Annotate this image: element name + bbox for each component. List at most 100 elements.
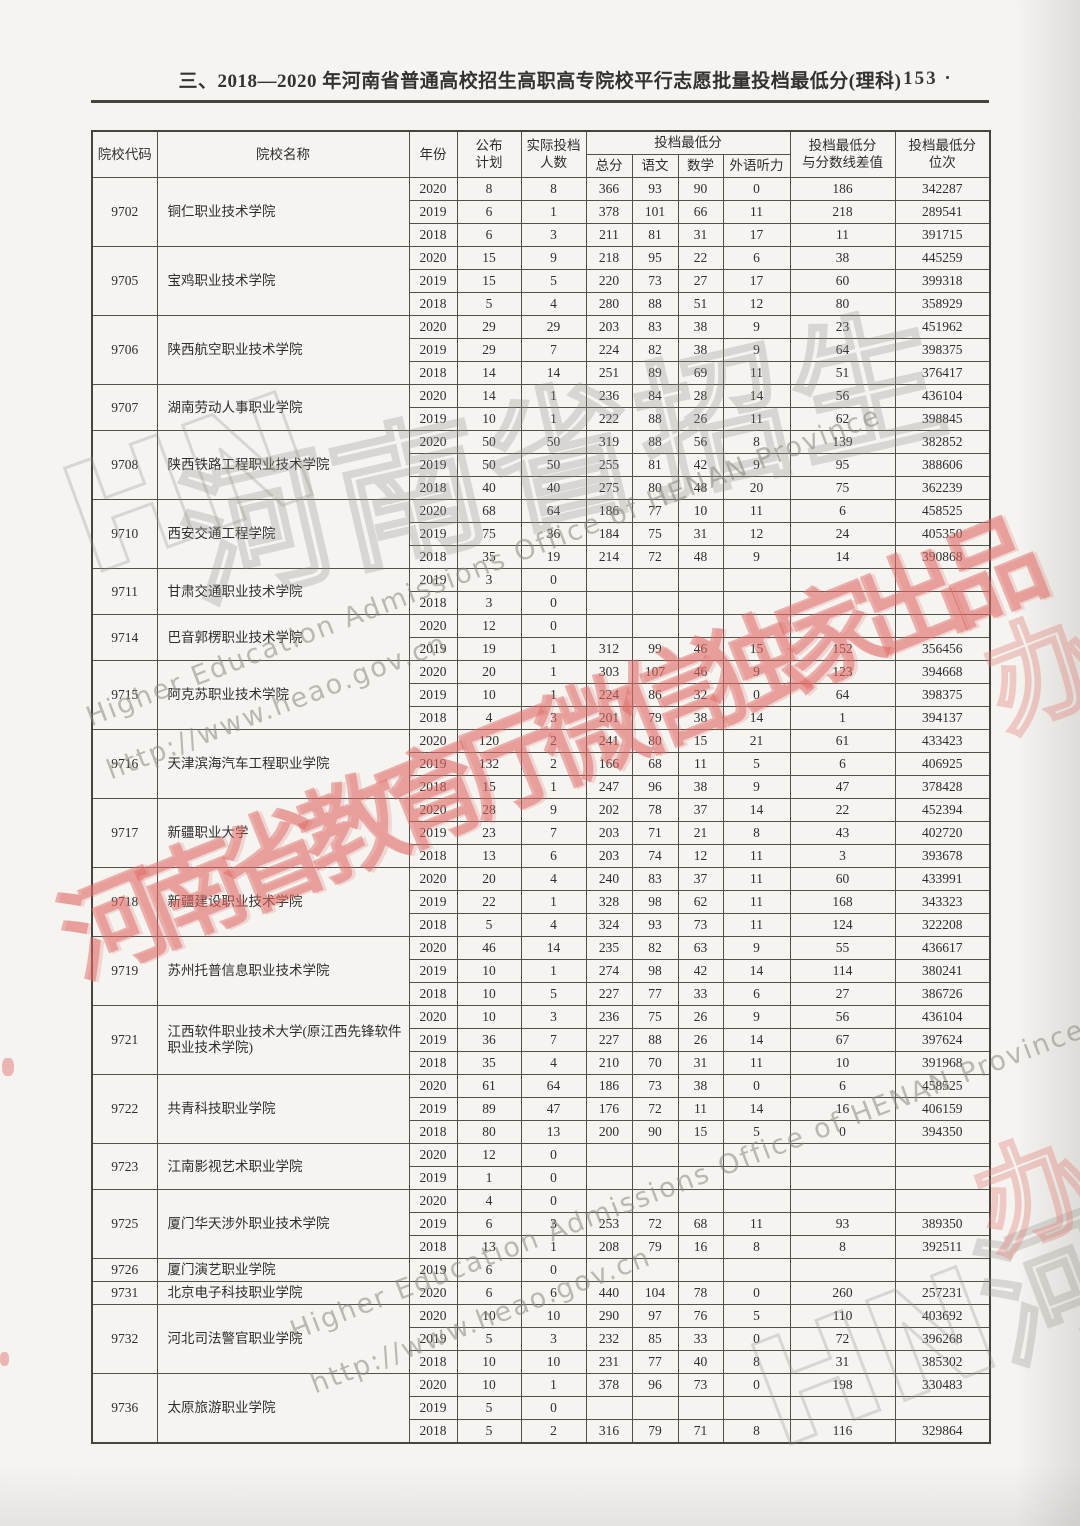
listening-score-cell: 9 [722,660,791,684]
math-score-cell: 37 [677,867,724,891]
math-score-cell: 90 [677,177,724,201]
chinese-score-cell: 93 [631,177,679,201]
diff-cell [789,614,896,638]
year-cell: 2018 [408,1235,458,1259]
table-row: 9725 厦门华天涉外职业技术学院 2020 4 0 [91,1189,991,1259]
year-cell: 2019 [408,453,458,477]
plan-cell: 13 [456,1235,522,1259]
total-score-cell [585,568,633,592]
plan-cell: 5 [456,1396,522,1420]
plan-cell: 35 [456,1051,522,1075]
listening-score-cell: 12 [722,522,791,546]
math-score-cell [677,1396,724,1420]
listening-score-cell: 17 [722,269,791,293]
math-score-cell: 62 [677,890,724,914]
rank-cell: 436104 [894,1005,991,1029]
chinese-score-cell: 75 [631,522,679,546]
diff-cell [789,1189,896,1213]
chinese-score-cell: 75 [631,1005,679,1029]
rank-cell [894,1143,991,1167]
math-score-cell [677,568,724,592]
rank-cell: 398375 [894,338,991,362]
school-code-cell: 9702 [91,177,158,247]
year-cell: 2019 [408,1028,458,1052]
chinese-score-cell: 107 [631,660,679,684]
listening-score-cell: 0 [722,1327,791,1351]
school-code-cell: 9723 [91,1143,158,1190]
plan-cell: 36 [456,1028,522,1052]
math-score-cell: 48 [677,545,724,569]
year-cell: 2019 [408,1166,458,1190]
rank-cell: 398375 [894,683,991,707]
math-score-cell: 31 [677,522,724,546]
rank-cell [894,614,991,638]
chinese-score-cell: 80 [631,476,679,500]
actual-count-cell: 5 [520,269,587,293]
school-name-cell: 共青科技职业学院 [156,1074,410,1144]
total-score-cell: 241 [585,729,633,753]
actual-count-cell: 3 [520,223,587,247]
actual-count-cell: 13 [520,1120,587,1144]
diff-cell: 3 [789,844,896,868]
year-cell: 2020 [408,177,458,201]
chinese-score-cell: 71 [631,821,679,845]
math-score-cell: 38 [677,1074,724,1098]
listening-score-cell: 14 [722,959,791,983]
year-cell: 2019 [408,1258,458,1282]
table-row: 2018 5 2 316 79 71 8 116 329864 [92,1419,991,1444]
plan-cell: 6 [456,1258,522,1282]
actual-count-cell: 8 [520,177,587,201]
total-score-cell: 184 [585,522,633,546]
listening-score-cell [722,1396,791,1420]
diff-cell: 260 [789,1281,896,1305]
total-score-cell: 224 [585,683,633,707]
listening-score-cell [722,568,791,592]
table-row: 9708 陕西铁路工程职业技术学院 2020 50 50 319 88 56 8 139 38285… [91,430,991,500]
chinese-score-cell: 79 [631,1235,679,1259]
table-row: 9710 西安交通工程学院 2020 68 64 186 77 10 11 6 458525 [91,499,991,569]
plan-cell: 10 [456,1005,522,1029]
chinese-score-cell: 78 [631,798,679,822]
rank-cell: 391968 [894,1051,991,1075]
table-row: 2018 14 14 251 89 69 11 51 376417 [92,361,991,385]
chinese-score-cell: 74 [631,844,679,868]
red-ink-mark [0,1352,9,1366]
chinese-score-cell: 73 [631,269,679,293]
rank-cell: 398845 [894,407,991,431]
rank-cell: 385302 [894,1350,991,1374]
actual-count-cell: 14 [520,361,587,385]
plan-cell: 5 [456,1327,522,1351]
chinese-score-cell: 77 [631,499,679,523]
total-score-cell [585,1189,633,1213]
actual-count-cell: 50 [520,430,587,454]
diff-cell: 62 [789,407,896,431]
actual-count-cell: 4 [520,867,587,891]
chinese-score-cell: 98 [631,890,679,914]
table-row: 2019 36 7 227 88 26 14 67 397624 [92,1028,991,1052]
chinese-score-cell: 81 [631,223,679,247]
math-score-cell: 26 [677,1028,724,1052]
chinese-score-cell: 89 [631,361,679,385]
diff-cell: 198 [789,1373,896,1397]
actual-count-cell: 1 [520,683,587,707]
rank-cell: 342287 [894,177,991,201]
diff-cell: 123 [789,660,896,684]
total-score-cell: 255 [585,453,633,477]
diff-cell: 6 [789,1074,896,1098]
school-code-cell: 9707 [91,384,158,431]
rank-cell [894,1189,991,1213]
actual-count-cell: 5 [520,982,587,1006]
table-row: 2019 19 1 312 99 46 15 152 356456 [92,637,991,661]
header-divider [91,100,989,103]
school-name-cell: 西安交通工程学院 [156,499,410,569]
listening-score-cell [722,591,791,615]
total-score-cell: 201 [585,706,633,730]
table-row: 2019 5 0 [92,1396,991,1420]
chinese-score-cell [631,1396,679,1420]
school-code-cell: 9705 [91,246,158,316]
year-cell: 2019 [408,752,458,776]
chinese-score-cell: 73 [631,1074,679,1098]
listening-score-cell: 9 [722,453,791,477]
plan-cell: 75 [456,522,522,546]
